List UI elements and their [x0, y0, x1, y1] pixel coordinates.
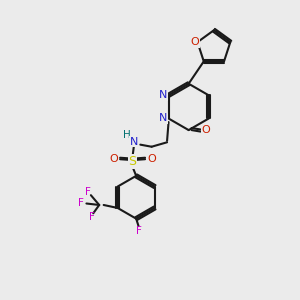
Text: F: F: [78, 199, 84, 208]
Text: N: N: [159, 113, 167, 124]
Text: O: O: [191, 37, 200, 47]
Text: F: F: [89, 212, 95, 222]
Text: O: O: [147, 154, 156, 164]
Text: H: H: [123, 130, 131, 140]
Text: F: F: [85, 187, 91, 196]
Text: O: O: [202, 125, 210, 135]
Text: O: O: [109, 154, 118, 164]
Text: N: N: [159, 90, 167, 100]
Text: N: N: [130, 137, 138, 147]
Text: S: S: [129, 155, 136, 168]
Text: F: F: [136, 226, 142, 236]
